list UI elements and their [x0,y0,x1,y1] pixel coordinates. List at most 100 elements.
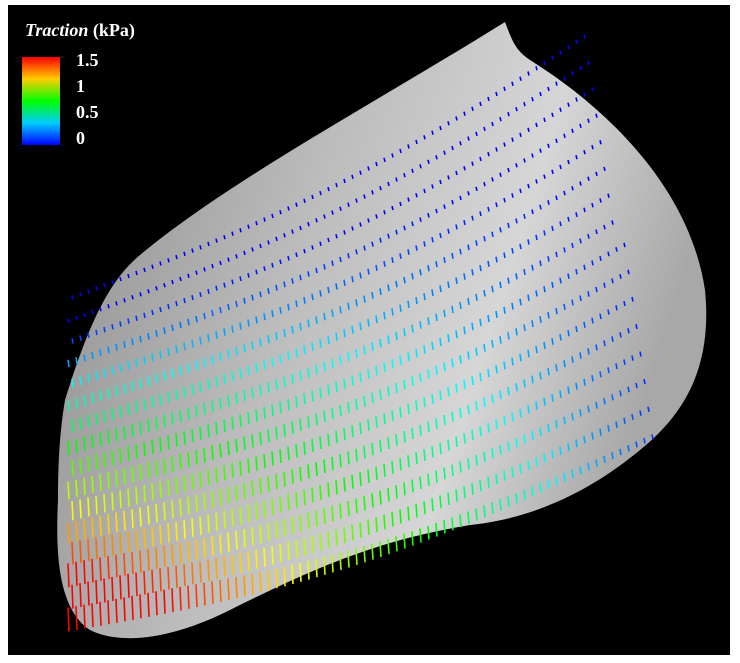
traction-arrow [264,454,265,468]
traction-arrow [84,560,85,584]
traction-arrow [652,434,653,439]
traction-arrow [252,527,253,545]
traction-arrow [212,491,213,508]
traction-arrow [156,286,157,290]
traction-arrow [288,447,289,461]
traction-arrow [476,294,477,301]
traction-arrow [120,575,121,599]
traction-arrow [204,267,205,271]
traction-arrow [224,556,225,576]
traction-arrow [132,596,133,620]
traction-arrow [432,237,433,242]
traction-arrow [192,249,193,253]
traction-arrow [432,131,433,135]
traction-arrow [464,166,465,170]
traction-arrow [632,414,633,420]
traction-arrow [440,180,441,184]
traction-arrow [76,562,77,586]
traction-arrow [244,483,245,499]
traction-arrow [68,607,69,631]
traction-arrow [500,336,501,343]
traction-arrow [332,555,333,573]
traction-arrow [124,511,125,530]
traction-arrow [140,336,141,343]
traction-arrow [552,113,553,117]
traction-arrow [160,261,161,265]
traction-arrow [400,509,401,523]
traction-arrow [348,551,349,568]
traction-arrow [92,393,93,403]
traction-arrow [452,517,453,530]
traction-arrow [156,330,157,336]
traction-arrow [96,413,97,425]
traction-arrow [180,454,181,469]
traction-arrow [464,433,465,443]
traction-arrow [320,436,321,449]
traction-arrow [180,499,181,517]
traction-arrow [72,295,73,299]
traction-arrow [140,422,141,435]
traction-arrow [280,497,281,513]
traction-arrow [324,411,325,423]
traction-arrow [600,256,601,261]
traction-arrow [464,273,465,279]
traction-arrow [172,325,173,331]
traction-arrow [412,273,413,279]
traction-arrow [604,283,605,288]
traction-arrow [384,413,385,424]
traction-arrow [104,578,105,602]
traction-arrow [468,191,469,195]
traction-arrow [404,226,405,231]
traction-arrow [492,286,493,292]
traction-arrow [580,239,581,244]
traction-arrow [232,232,233,236]
traction-arrow [320,534,321,551]
traction-arrow [388,285,389,291]
traction-arrow [200,471,201,487]
traction-arrow [320,339,321,347]
traction-arrow [464,112,465,116]
traction-arrow [476,401,477,410]
traction-arrow [632,297,633,302]
traction-arrow [140,594,141,618]
traction-arrow [400,458,401,470]
traction-arrow [244,298,245,304]
traction-arrow [72,542,73,565]
traction-arrow [376,517,377,532]
traction-arrow [456,489,457,501]
traction-arrow [436,471,437,483]
traction-arrow [432,394,433,404]
traction-arrow [440,126,441,130]
traction-arrow [556,139,557,143]
traction-arrow [372,393,373,403]
traction-arrow [424,501,425,514]
traction-arrow [612,220,613,224]
traction-arrow [264,313,265,320]
traction-arrow [300,467,301,481]
traction-arrow [592,260,593,265]
traction-arrow [460,249,461,255]
traction-arrow [380,288,381,295]
traction-arrow [376,315,377,323]
traction-arrow [168,523,169,543]
traction-arrow [364,396,365,407]
traction-arrow [516,383,517,391]
traction-arrow [196,584,197,607]
traction-arrow [592,203,593,207]
traction-arrow [420,217,421,221]
traction-arrow [436,209,437,213]
traction-arrow [460,141,461,145]
traction-arrow [80,458,81,474]
traction-arrow [564,473,565,482]
colorbar-title-name: Traction [25,20,88,40]
traction-arrow [540,149,541,153]
traction-arrow [500,227,501,232]
traction-arrow [92,559,93,583]
traction-arrow [436,418,437,428]
traction-arrow [564,360,565,367]
traction-arrow [168,392,169,403]
traction-arrow [576,155,577,159]
traction-arrow [116,470,117,486]
traction-arrow [484,290,485,297]
traction-arrow [172,280,173,284]
